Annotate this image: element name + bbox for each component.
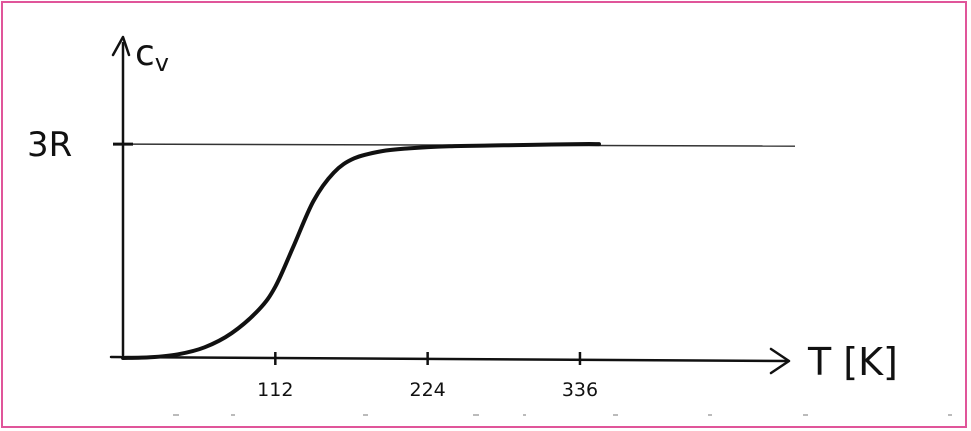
heat-capacity-chart: cv T [K] 3R 112 224 336 xyxy=(27,33,952,416)
x-axis xyxy=(109,355,790,363)
x-axis-arrowhead xyxy=(769,347,791,375)
x-tick-label: 112 xyxy=(257,379,293,401)
bottom-faint-marks xyxy=(173,414,952,416)
y-tick-label-3r: 3R xyxy=(27,125,72,165)
y-axis-label: cv xyxy=(135,33,169,77)
series-line xyxy=(121,142,601,360)
x-tick-label: 336 xyxy=(562,379,598,401)
x-tick-label: 224 xyxy=(410,379,446,401)
series-points xyxy=(123,144,599,358)
reference-line-group: 3R xyxy=(27,125,796,165)
y-axis-arrowhead xyxy=(111,35,131,57)
x-axis-label: T [K] xyxy=(807,340,898,384)
axes xyxy=(109,35,791,375)
x-ticks: 112 224 336 xyxy=(257,352,598,401)
